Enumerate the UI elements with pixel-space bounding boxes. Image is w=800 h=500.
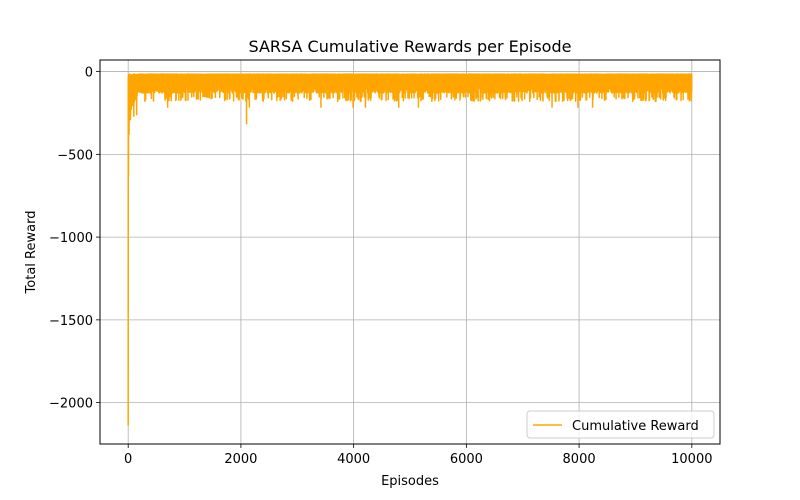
legend: Cumulative Reward <box>526 410 715 439</box>
y-tick-label: −1500 <box>49 314 93 329</box>
legend-box <box>526 410 715 439</box>
series-layer <box>127 73 693 426</box>
y-axis-label: Total Reward <box>24 211 39 295</box>
series-line-cumulative-reward <box>127 73 693 426</box>
x-axis-label: Episodes <box>381 474 439 489</box>
grid <box>100 60 720 444</box>
y-tick-label: −2000 <box>49 397 93 412</box>
legend-label-cumulative-reward: Cumulative Reward <box>572 419 699 434</box>
x-tick-label: 2000 <box>224 452 257 467</box>
x-tick-label: 0 <box>124 452 132 467</box>
y-tick-label: −1000 <box>49 231 93 246</box>
x-tick-label: 6000 <box>450 452 483 467</box>
x-tick-label: 8000 <box>563 452 596 467</box>
plot-area <box>99 59 721 445</box>
x-axis: 0 2000 4000 6000 8000 10000 <box>124 444 712 467</box>
y-tick-label: 0 <box>85 66 93 81</box>
x-tick-label: 10000 <box>671 452 712 467</box>
y-tick-label: −500 <box>57 148 93 163</box>
chart-title: SARSA Cumulative Rewards per Episode <box>249 37 572 56</box>
y-axis: 0 −500 −1000 −1500 −2000 <box>49 66 100 412</box>
x-tick-label: 4000 <box>337 452 370 467</box>
